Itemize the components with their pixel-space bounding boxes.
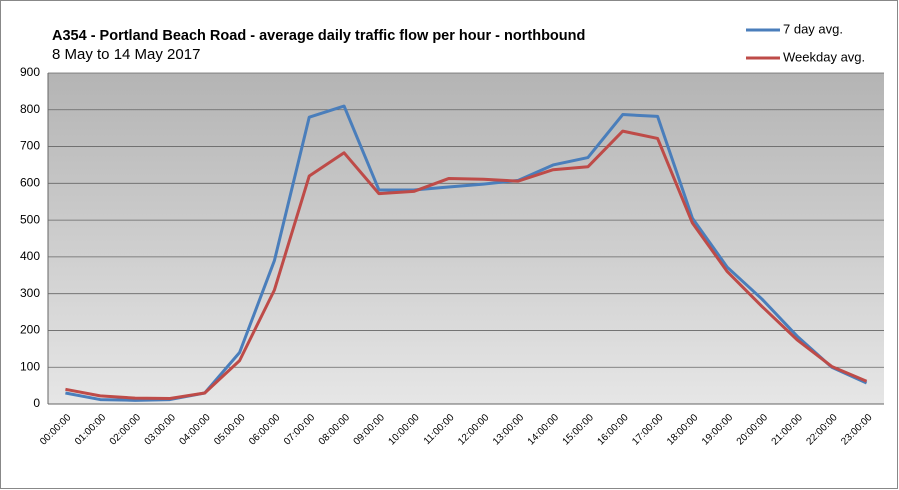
y-tick-label: 300 [20, 286, 40, 300]
y-tick-label: 900 [20, 65, 40, 79]
y-tick-label: 100 [20, 359, 40, 373]
y-tick-label: 700 [20, 139, 40, 153]
chart-title: A354 - Portland Beach Road - average dai… [52, 28, 585, 44]
y-tick-label: 0 [33, 396, 40, 410]
plot-area [48, 73, 884, 404]
legend-label: 7 day avg. [783, 21, 843, 36]
chart-subtitle: 8 May to 14 May 2017 [52, 46, 200, 63]
y-tick-label: 800 [20, 102, 40, 116]
y-tick-label: 500 [20, 212, 40, 226]
y-tick-label: 600 [20, 176, 40, 190]
y-tick-label: 200 [20, 323, 40, 337]
legend-label: Weekday avg. [783, 49, 865, 64]
y-tick-label: 400 [20, 249, 40, 263]
series-line [65, 129, 868, 400]
